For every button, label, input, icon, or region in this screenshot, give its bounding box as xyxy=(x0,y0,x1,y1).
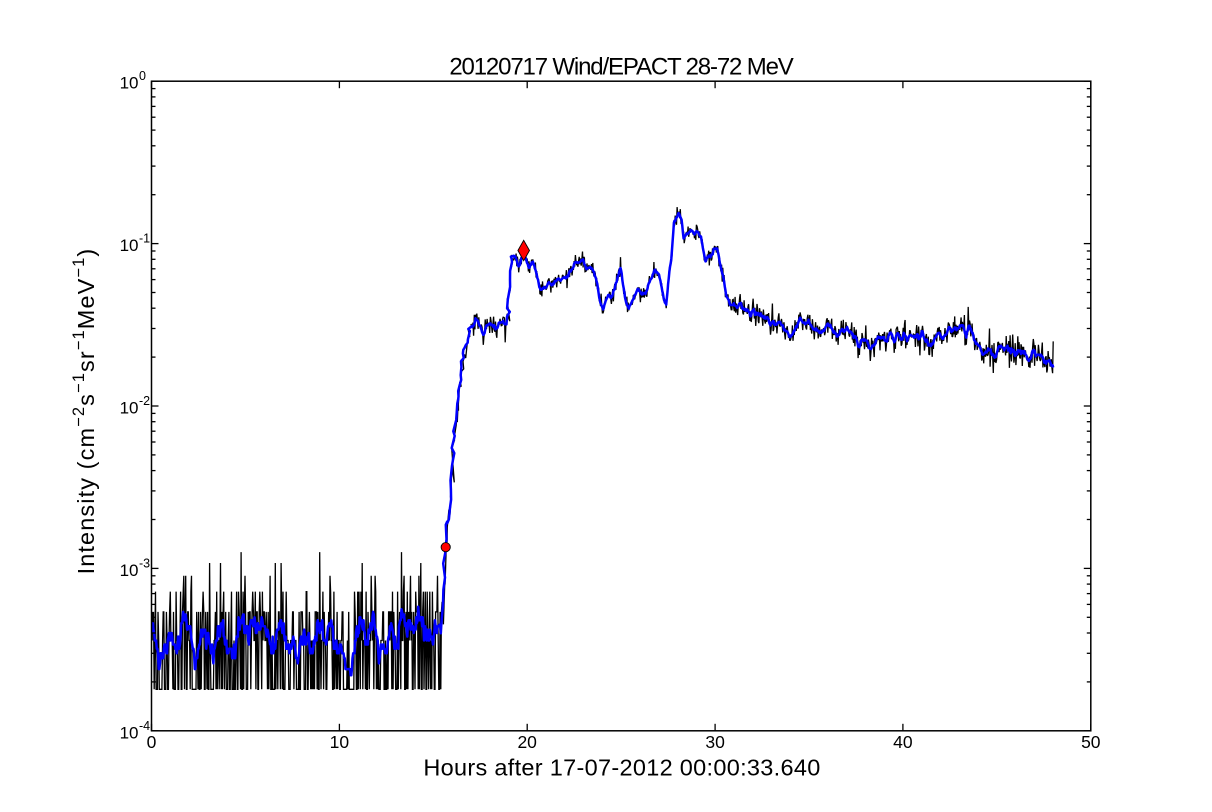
svg-text:30: 30 xyxy=(705,732,725,752)
svg-text:10: 10 xyxy=(330,732,350,752)
svg-text:10: 10 xyxy=(120,399,139,418)
svg-text:10: 10 xyxy=(120,723,139,742)
svg-text:-2: -2 xyxy=(139,394,150,408)
svg-text:Intensity (cm−2s−1sr−1MeV−1): Intensity (cm−2s−1sr−1MeV−1) xyxy=(70,248,99,575)
svg-text:-4: -4 xyxy=(139,719,150,733)
svg-text:10: 10 xyxy=(120,561,139,580)
svg-text:10: 10 xyxy=(120,236,139,255)
svg-text:20120717 Wind/EPACT 28-72 MeV: 20120717 Wind/EPACT 28-72 MeV xyxy=(449,54,793,81)
svg-text:10: 10 xyxy=(120,74,139,93)
svg-text:40: 40 xyxy=(893,732,913,752)
svg-text:Hours after 17-07-2012 00:00:3: Hours after 17-07-2012 00:00:33.640 xyxy=(423,755,820,781)
svg-text:0: 0 xyxy=(139,69,146,83)
svg-text:50: 50 xyxy=(1081,732,1101,752)
svg-text:20: 20 xyxy=(517,732,537,752)
svg-text:0: 0 xyxy=(147,732,157,752)
svg-text:-1: -1 xyxy=(139,232,150,246)
svg-text:-3: -3 xyxy=(139,556,150,570)
